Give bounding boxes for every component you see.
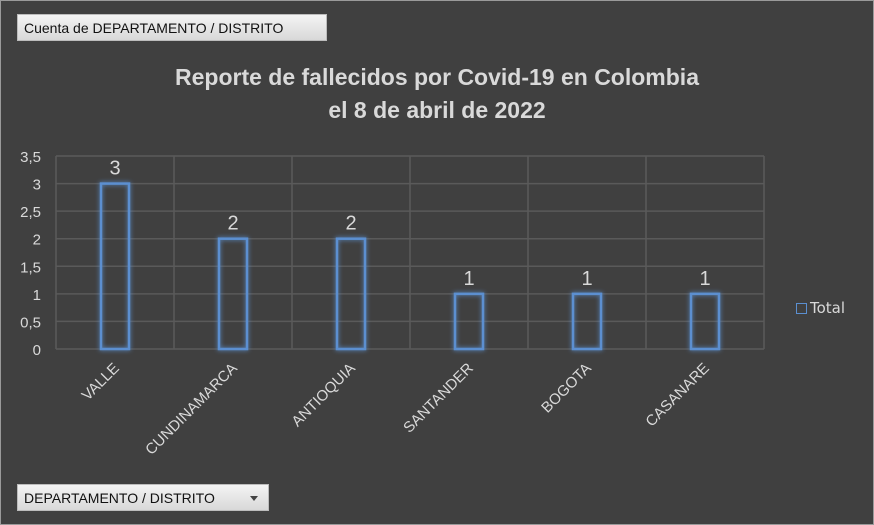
legend-swatch-total <box>796 302 807 314</box>
y-tick-label: 1 <box>33 287 41 304</box>
data-label: 2 <box>227 213 238 235</box>
x-tick-label: BOGOTA <box>538 360 595 417</box>
y-tick-label: 3 <box>33 177 41 194</box>
bar-antioquia <box>335 237 367 351</box>
bar-bogota <box>571 292 603 351</box>
x-tick-label: ANTIOQUIA <box>288 360 358 430</box>
bar-cundinamarca <box>217 237 249 351</box>
bar-santander <box>453 292 485 351</box>
chart-title-line-2: el 8 de abril de 2022 <box>328 97 546 123</box>
y-tick-label: 2,5 <box>20 204 41 221</box>
y-tick-label: 2 <box>33 232 41 249</box>
axis-field-dropdown[interactable]: DEPARTAMENTO / DISTRITO <box>17 484 269 511</box>
x-tick-label: CUNDINAMARCA <box>142 360 241 459</box>
bar-casanare <box>689 292 721 351</box>
legend-label-total: Total <box>810 299 846 317</box>
dropdown-caret-icon <box>250 496 258 501</box>
data-label: 1 <box>581 268 592 290</box>
y-tick-label: 1,5 <box>20 259 41 276</box>
value-field-button[interactable]: Cuenta de DEPARTAMENTO / DISTRITO <box>17 14 327 41</box>
chart-title-line-1: Reporte de fallecidos por Covid-19 en Co… <box>175 64 699 90</box>
chart-title: Reporte de fallecidos por Covid-19 en Co… <box>1 61 873 127</box>
data-label: 1 <box>463 268 474 290</box>
y-tick-label: 0,5 <box>20 314 41 331</box>
x-tick-label: VALLE <box>79 360 123 404</box>
y-tick-label: 3,5 <box>20 149 41 166</box>
data-label: 2 <box>345 213 356 235</box>
data-label: 3 <box>109 158 120 180</box>
value-field-label: Cuenta de DEPARTAMENTO / DISTRITO <box>24 20 284 36</box>
x-tick-label: CASANARE <box>642 360 712 430</box>
bar-valle <box>99 182 131 351</box>
legend: Total <box>796 299 845 317</box>
axis-field-label: DEPARTAMENTO / DISTRITO <box>24 490 215 506</box>
data-label: 1 <box>699 268 710 290</box>
x-tick-label: SANTANDER <box>400 360 477 437</box>
y-tick-label: 0 <box>33 342 41 359</box>
